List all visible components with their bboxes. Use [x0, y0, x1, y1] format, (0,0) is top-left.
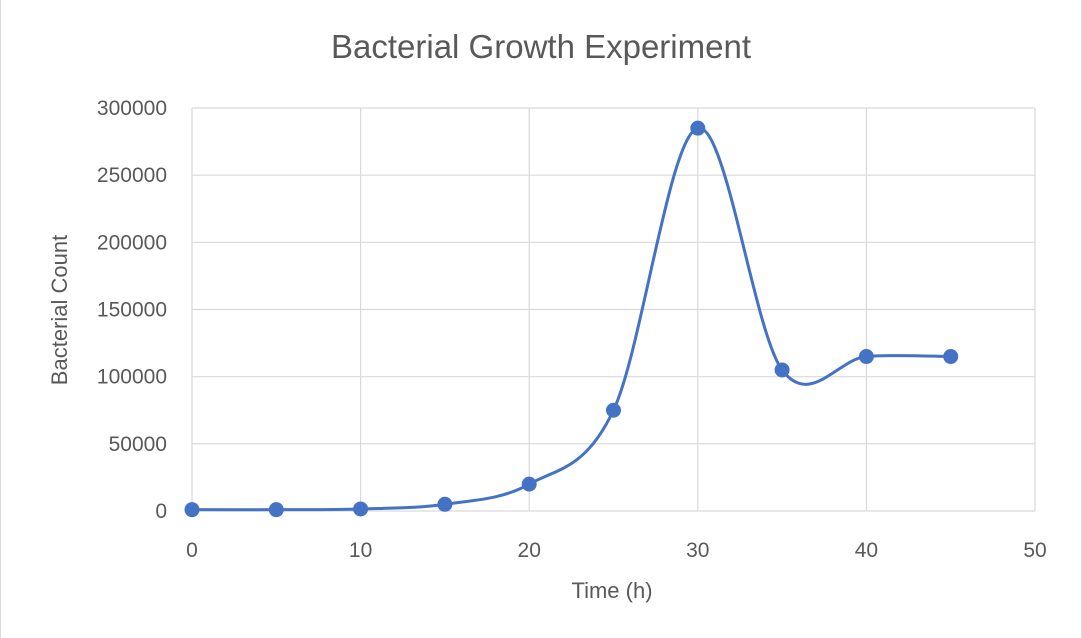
y-tick-label: 250000 [97, 164, 167, 187]
data-point [437, 496, 453, 512]
data-point [774, 362, 790, 378]
y-tick-label: 100000 [97, 366, 167, 389]
series-line [190, 126, 953, 512]
y-tick-label: 0 [155, 500, 167, 523]
gridlines [191, 107, 1036, 512]
x-tick-label: 20 [518, 539, 541, 562]
data-point [690, 120, 706, 136]
data-point [858, 349, 874, 365]
data-point [606, 402, 621, 418]
y-tick-label: 150000 [97, 299, 167, 322]
chart-title: Bacterial Growth Experiment [331, 28, 751, 65]
data-point [943, 349, 959, 365]
x-tick-label: 40 [855, 539, 878, 562]
x-tick-label: 30 [686, 539, 709, 562]
y-axis-title: Bacterial Count [47, 235, 72, 385]
tick-labels: 0 50000 100000 150000 200000 250000 300000 0 10 2… [97, 97, 1047, 562]
y-tick-label: 300000 [97, 97, 167, 120]
series-layer [184, 120, 959, 518]
data-point [184, 502, 200, 518]
y-tick-label: 200000 [97, 231, 167, 254]
x-tick-label: 10 [349, 539, 372, 562]
data-point [521, 476, 537, 492]
x-tick-label: 50 [1023, 539, 1046, 562]
data-point [353, 501, 369, 517]
x-tick-label: 0 [186, 539, 198, 562]
y-tick-label: 50000 [109, 433, 167, 456]
x-axis-title: Time (h) [571, 578, 652, 603]
data-point [268, 502, 284, 518]
